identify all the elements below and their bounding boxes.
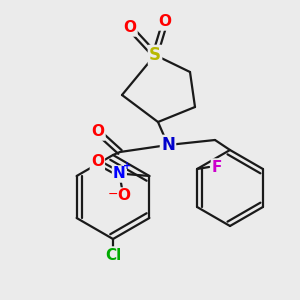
Text: Cl: Cl xyxy=(105,248,121,262)
Text: S: S xyxy=(149,46,161,64)
Text: O: O xyxy=(92,124,104,140)
Text: N: N xyxy=(161,136,175,154)
Text: −: − xyxy=(108,188,119,200)
Text: O: O xyxy=(124,20,136,35)
Text: F: F xyxy=(212,160,222,175)
Text: N: N xyxy=(113,167,126,182)
Text: O: O xyxy=(91,154,104,169)
Text: O: O xyxy=(158,14,172,29)
Text: O: O xyxy=(117,188,130,203)
Text: +: + xyxy=(123,161,131,171)
